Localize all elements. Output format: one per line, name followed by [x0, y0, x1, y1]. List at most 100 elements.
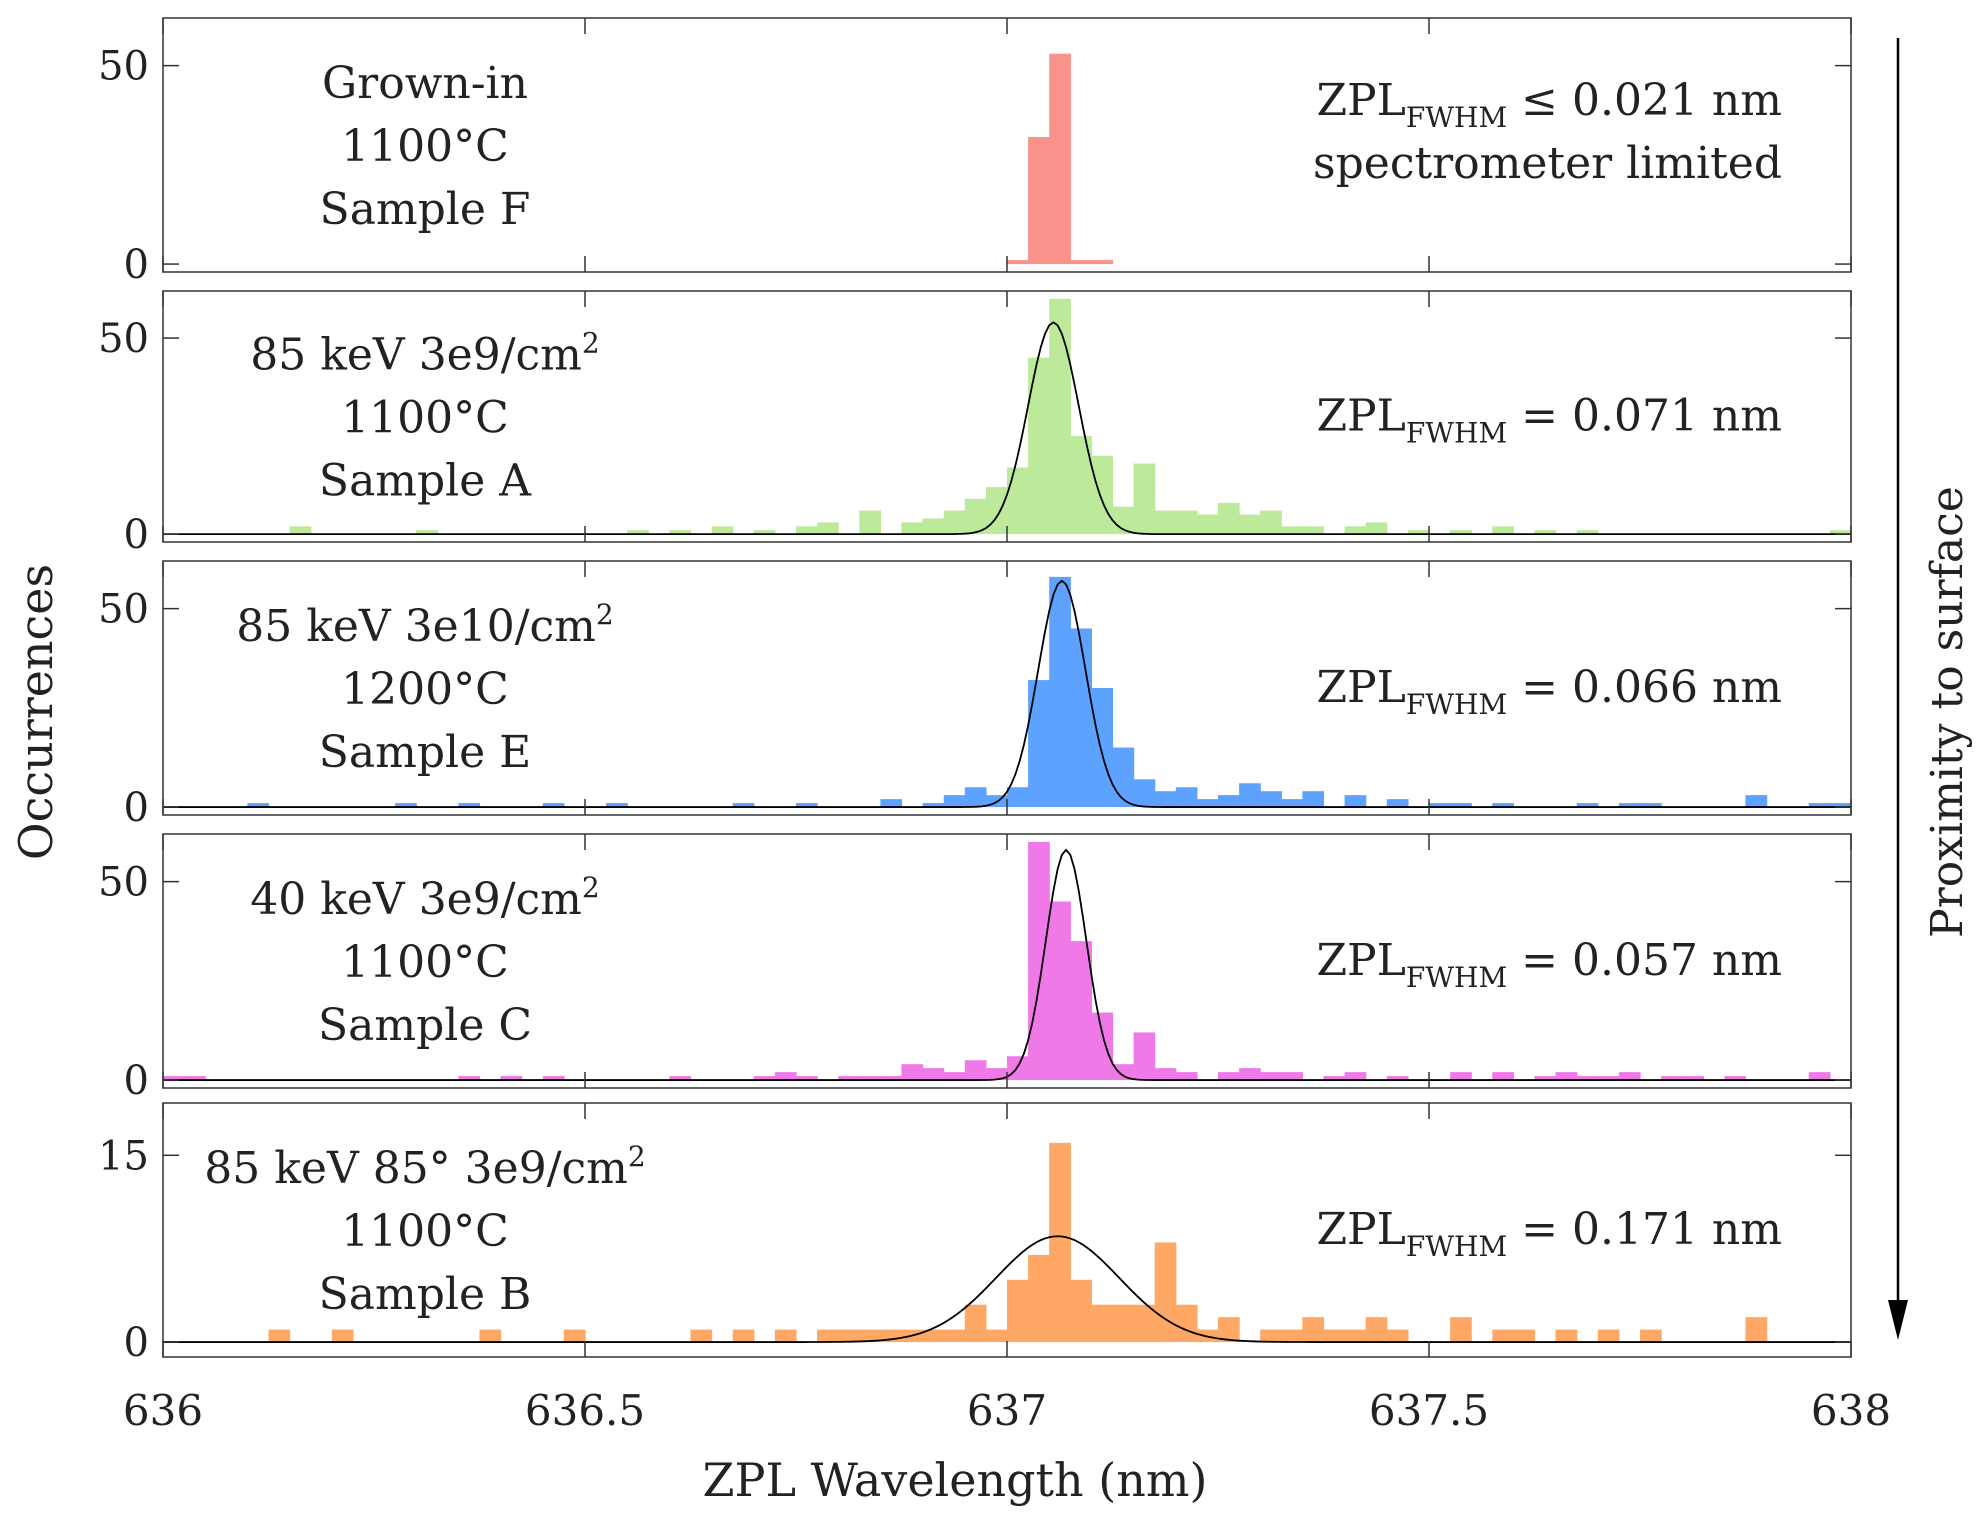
histogram-bar	[1070, 260, 1092, 265]
histogram-bar	[1302, 1317, 1325, 1343]
zpl-main: ZPL	[1316, 75, 1405, 126]
histogram-bar	[1450, 1072, 1472, 1081]
histogram-bar	[922, 1068, 945, 1081]
y-tick-label: 50	[98, 860, 149, 906]
histogram-bar	[1724, 1076, 1747, 1081]
sample-label-line: 85 keV 3e9/cm2	[250, 327, 599, 381]
histogram-bar	[1007, 1279, 1029, 1343]
zpl-subscript: FWHM	[1406, 417, 1507, 450]
sample-label-text: 1200°C	[341, 664, 509, 715]
histogram-bar	[247, 803, 270, 808]
histogram-bar	[922, 518, 945, 535]
histogram-bar	[1386, 1076, 1409, 1081]
histogram-bar	[1492, 526, 1514, 535]
zpl-fwhm-label: ZPLFWHM ≤ 0.021 nm	[1316, 75, 1782, 134]
superscript: 2	[582, 871, 600, 904]
y-tick-label: 0	[124, 785, 149, 831]
sample-label-line: Sample C	[318, 1000, 532, 1051]
y-tick-label: 50	[98, 316, 149, 362]
zpl-fwhm-label: ZPLFWHM = 0.066 nm	[1316, 662, 1782, 721]
arrowhead-icon	[1888, 1300, 1908, 1340]
histogram-bar	[774, 1072, 797, 1081]
zpl-subscript: FWHM	[1406, 961, 1507, 994]
zpl-main: ZPL	[1316, 935, 1405, 986]
histogram-bar	[1513, 1329, 1536, 1343]
sample-label-text: Sample C	[318, 1000, 532, 1051]
histogram-bar	[1239, 783, 1261, 808]
histogram-bar	[732, 803, 755, 808]
histogram-bar	[289, 526, 312, 535]
histogram-bar	[1070, 941, 1092, 1081]
histogram-bar	[1028, 357, 1050, 535]
histogram-bar	[1618, 803, 1641, 808]
histogram-bar	[943, 1329, 966, 1343]
histogram-bar	[943, 795, 966, 808]
sample-label-text: 85 keV 85° 3e9/cm	[204, 1143, 628, 1194]
histogram-bar	[711, 526, 734, 535]
y-tick-label: 0	[124, 512, 149, 558]
histogram-bar	[1218, 1317, 1240, 1343]
y-tick-label: 50	[98, 587, 149, 633]
histogram-bar	[669, 1076, 692, 1081]
x-axis-label: ZPL Wavelength (nm)	[703, 1453, 1208, 1507]
histogram-bar	[1576, 803, 1599, 808]
histogram-bar	[1682, 1076, 1704, 1081]
histogram-bar	[1281, 1329, 1303, 1343]
arrow-label: Proximity to surface	[1922, 486, 1973, 938]
histogram-bar	[1640, 803, 1662, 808]
histogram-bar	[985, 487, 1008, 535]
y-tick-label: 15	[98, 1133, 149, 1179]
histogram-bar	[1344, 795, 1367, 808]
histogram-bar	[1386, 799, 1409, 808]
histogram-bar	[1133, 1304, 1156, 1343]
histogram-bar	[1597, 1329, 1620, 1343]
histogram-bar	[1028, 680, 1050, 808]
sample-label-line: 1100°C	[341, 393, 509, 444]
histogram-bar	[1323, 1076, 1346, 1081]
histogram-bar	[985, 1329, 1008, 1343]
histogram-bar	[1175, 510, 1198, 535]
x-tick-label: 637.5	[1369, 1386, 1489, 1435]
gaussian-fit-line	[163, 1235, 1851, 1343]
zpl-subscript: FWHM	[1406, 1230, 1507, 1263]
histogram-bar	[1070, 628, 1092, 808]
histogram-bar	[796, 803, 818, 808]
histogram-bar	[1302, 526, 1325, 535]
zpl-value: = 0.171 nm	[1507, 1204, 1782, 1255]
histogram-bar	[331, 1329, 354, 1343]
sample-label-text: 85 keV 3e9/cm	[250, 330, 582, 381]
sample-label-text: Sample E	[319, 727, 531, 778]
histogram-bar	[1492, 1072, 1514, 1081]
histogram-bar	[1597, 1076, 1620, 1081]
gaussian-fit-line	[163, 321, 1851, 536]
histogram-bar	[1492, 1329, 1514, 1343]
histogram-bar	[943, 510, 966, 535]
histogram-bar	[1365, 522, 1388, 535]
x-tick-label: 636	[123, 1386, 203, 1435]
sample-label-line: 1100°C	[341, 121, 509, 172]
zpl-value: = 0.057 nm	[1507, 935, 1782, 986]
zpl-main: ZPL	[1316, 1204, 1405, 1255]
sample-label-line: 1200°C	[341, 664, 509, 715]
histogram-bar	[1640, 1329, 1662, 1343]
histogram-bar	[542, 1076, 565, 1081]
histogram-bar	[1344, 1329, 1367, 1343]
sample-label-text: 1100°C	[341, 1206, 509, 1257]
sample-label-line: Sample A	[319, 456, 532, 507]
histogram-bar	[859, 510, 881, 535]
histogram-bar	[1133, 779, 1156, 808]
histogram-bar	[880, 1076, 903, 1081]
histogram-bar	[1028, 841, 1050, 1081]
histogram-bar	[1260, 1329, 1282, 1343]
histogram-bar	[1745, 795, 1768, 808]
histogram-bar	[922, 803, 945, 808]
histogram-bar	[1218, 502, 1240, 535]
sample-label-text: 40 keV 3e9/cm	[250, 874, 582, 925]
histogram-bar	[1007, 787, 1029, 808]
sample-label-line: Sample B	[319, 1269, 532, 1320]
histogram-bar	[817, 522, 839, 535]
histogram-bar	[1450, 1317, 1472, 1343]
sample-label-text: Sample A	[319, 456, 532, 507]
histogram-bar	[774, 1329, 797, 1343]
